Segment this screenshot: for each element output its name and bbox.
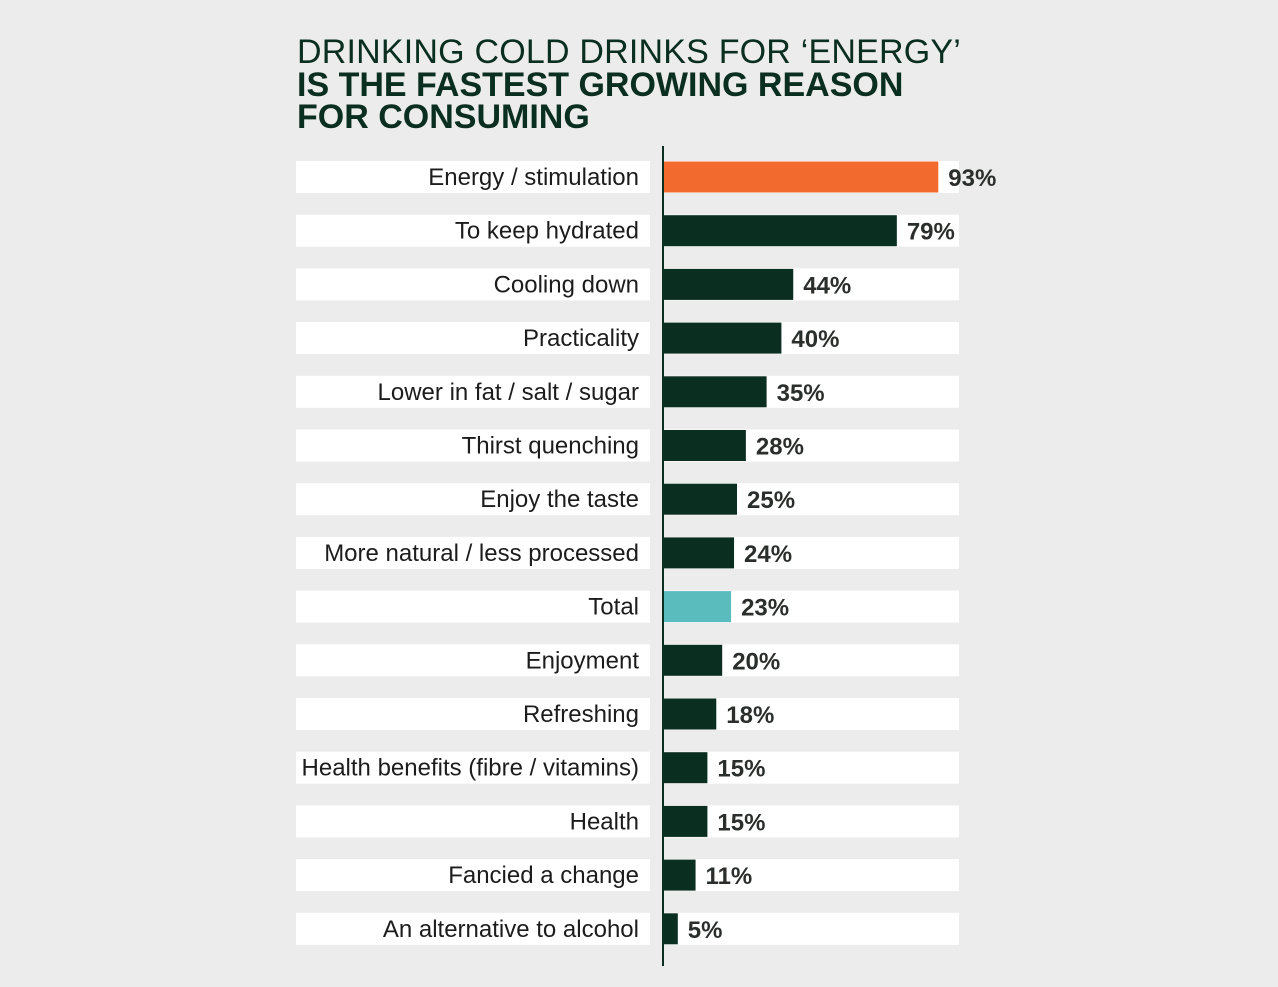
bar	[663, 376, 767, 408]
bar	[663, 752, 708, 784]
row-label-background	[296, 214, 650, 247]
category-label: Energy / stimulation	[428, 164, 639, 191]
value-label: 93%	[948, 165, 996, 192]
bar	[663, 805, 708, 837]
bar	[663, 430, 746, 461]
value-label: 40%	[791, 326, 839, 353]
category-label: Enjoyment	[526, 647, 640, 674]
value-label: 23%	[741, 595, 789, 622]
value-label: 18%	[726, 702, 774, 729]
value-label: 24%	[744, 541, 792, 568]
value-label: 20%	[732, 648, 780, 675]
category-label: To keep hydrated	[455, 218, 639, 245]
bar	[663, 859, 696, 891]
category-label: Thirst quenching	[462, 433, 639, 460]
row-label-background	[296, 644, 650, 677]
row-label-background	[296, 483, 650, 516]
value-label: 11%	[706, 863, 753, 890]
category-label: More natural / less processed	[324, 540, 639, 567]
row-plot-background	[663, 859, 959, 892]
bar	[663, 591, 732, 623]
row-label-background	[296, 322, 650, 355]
title-line-1: DRINKING COLD DRINKS FOR ‘ENERGY’	[297, 33, 962, 71]
category-label: Lower in fat / salt / sugar	[378, 379, 639, 406]
category-label: Fancied a change	[448, 862, 639, 889]
bar	[663, 913, 678, 945]
row-plot-background	[663, 805, 959, 838]
bar	[663, 483, 737, 515]
bar	[663, 537, 735, 569]
category-label: An alternative to alcohol	[383, 916, 639, 943]
row-label-background	[296, 698, 650, 730]
category-label: Enjoy the taste	[480, 486, 639, 513]
category-label: Practicality	[523, 325, 639, 352]
value-label: 25%	[747, 487, 795, 514]
row-plot-background	[663, 751, 959, 784]
row-label-background	[296, 859, 650, 892]
bar	[663, 644, 723, 676]
value-label: 79%	[907, 219, 955, 246]
value-label: 35%	[777, 380, 825, 407]
row-label-background	[296, 590, 650, 623]
row-label-background	[296, 161, 650, 193]
category-label: Health	[570, 808, 639, 835]
bar	[663, 698, 717, 730]
row-label-background	[296, 375, 650, 408]
bar	[663, 161, 939, 193]
row-label-background	[296, 536, 650, 569]
value-label: 5%	[688, 917, 723, 944]
value-label: 15%	[717, 809, 765, 836]
bar	[663, 268, 794, 300]
value-label: 44%	[803, 272, 851, 299]
category-label: Refreshing	[523, 701, 639, 728]
value-label: 15%	[717, 756, 765, 783]
row-label-background	[296, 751, 650, 784]
category-label: Total	[588, 594, 639, 621]
bar	[663, 215, 897, 247]
chart-title: DRINKING COLD DRINKS FOR ‘ENERGY’ IS THE…	[297, 33, 1017, 136]
category-label: Cooling down	[494, 271, 639, 298]
row-label-background	[296, 912, 650, 945]
bar	[663, 322, 782, 354]
row-plot-background	[663, 912, 959, 945]
title-line-2: IS THE FASTEST GROWING REASON	[297, 66, 904, 104]
title-line-3: FOR CONSUMING	[297, 98, 590, 136]
row-label-background	[296, 268, 650, 301]
row-label-background	[296, 429, 650, 462]
value-label: 28%	[756, 434, 804, 461]
row-label-background	[296, 805, 650, 838]
category-label: Health benefits (fibre / vitamins)	[302, 755, 639, 782]
